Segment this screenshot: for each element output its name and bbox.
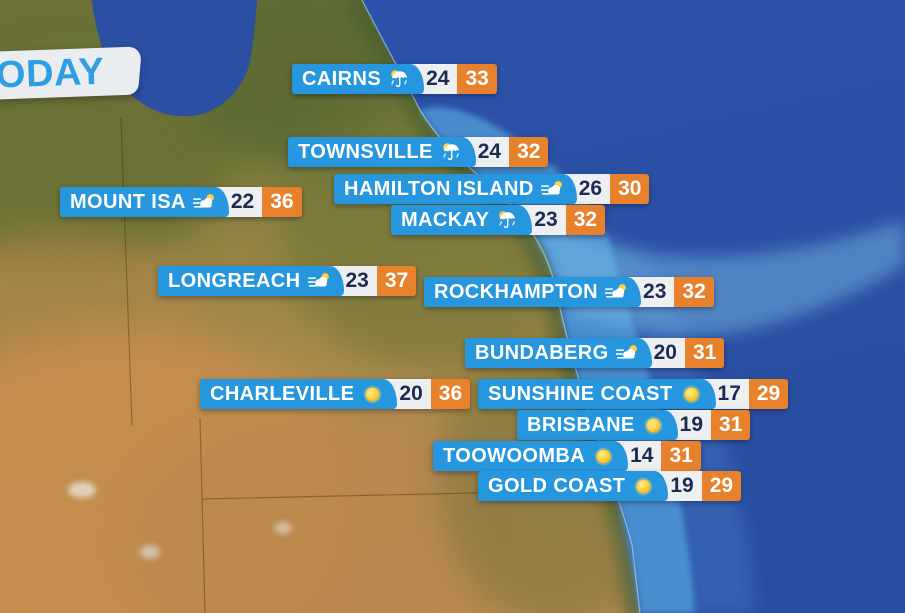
islands xyxy=(335,22,358,37)
city-name: BRISBANE xyxy=(527,413,635,436)
city-name: BUNDABERG xyxy=(475,341,609,364)
high-temperature: 32 xyxy=(565,205,606,235)
rain-icon xyxy=(496,209,519,232)
weather-label-mackay: MACKAY 23 32 xyxy=(391,205,606,235)
today-badge: TODAY xyxy=(0,46,143,102)
weather-label-charleville: CHARLEVILLE 20 36 xyxy=(200,379,471,409)
weather-label-sunshine-coast: SUNSHINE COAST 17 29 xyxy=(478,379,789,409)
city-name-section: HAMILTON ISLAND xyxy=(334,174,577,204)
high-temperature: 31 xyxy=(684,338,725,368)
high-temperature: 29 xyxy=(748,379,789,409)
windy-icon xyxy=(308,270,331,293)
city-name: CAIRNS xyxy=(302,67,382,90)
sun-icon xyxy=(632,475,655,498)
low-temperature: 24 xyxy=(411,64,458,94)
salt-lakes xyxy=(68,482,292,559)
rain-icon xyxy=(440,141,463,164)
weather-label-bundaberg: BUNDABERG 20 31 xyxy=(465,338,725,368)
sun-icon xyxy=(592,445,615,468)
city-name: MACKAY xyxy=(401,208,490,231)
high-temperature: 36 xyxy=(430,379,471,409)
high-temperature: 37 xyxy=(376,266,417,296)
city-name-section: GOLD COAST xyxy=(478,471,669,501)
city-name: GOLD COAST xyxy=(488,474,626,497)
city-name: ROCKHAMPTON xyxy=(434,280,599,303)
city-name: SUNSHINE COAST xyxy=(488,382,673,405)
weather-label-toowoomba: TOOWOOMBA 14 31 xyxy=(433,441,701,471)
today-label: TODAY xyxy=(0,50,106,97)
high-temperature: 29 xyxy=(701,471,742,501)
windy-icon xyxy=(605,281,628,304)
city-name-section: CHARLEVILLE xyxy=(200,379,398,409)
sun-icon xyxy=(642,414,665,437)
city-name-section: TOOWOOMBA xyxy=(433,441,629,471)
weather-label-cairns: CAIRNS 24 33 xyxy=(292,64,497,94)
city-name: LONGREACH xyxy=(168,269,301,292)
high-temperature: 31 xyxy=(711,410,751,440)
high-temperature: 31 xyxy=(661,441,701,471)
city-name-section: TOWNSVILLE xyxy=(288,137,476,167)
rain-icon xyxy=(388,68,411,91)
sun-icon xyxy=(361,383,384,406)
city-name: HAMILTON ISLAND xyxy=(344,177,534,200)
weather-label-brisbane: BRISBANE 19 31 xyxy=(517,410,751,440)
high-temperature: 32 xyxy=(674,277,714,307)
high-temperature: 36 xyxy=(262,187,302,217)
windy-icon xyxy=(193,191,216,214)
weather-label-rockhampton: ROCKHAMPTON 23 32 xyxy=(424,277,714,307)
city-name: TOWNSVILLE xyxy=(298,140,433,163)
city-name-section: ROCKHAMPTON xyxy=(424,277,642,307)
city-name-section: CAIRNS xyxy=(292,64,425,94)
high-temperature: 32 xyxy=(509,137,549,167)
city-name-section: MACKAY xyxy=(391,205,533,235)
weather-label-gold-coast: GOLD COAST 19 29 xyxy=(478,471,742,501)
city-name: CHARLEVILLE xyxy=(210,382,355,405)
weather-label-mount-isa: MOUNT ISA 22 36 xyxy=(60,187,302,217)
city-name: TOOWOOMBA xyxy=(443,444,586,467)
weather-label-townsville: TOWNSVILLE 24 32 xyxy=(288,137,549,167)
weather-label-hamilton-island: HAMILTON ISLAND 26 30 xyxy=(334,174,650,204)
windy-icon xyxy=(541,178,564,201)
weather-label-longreach: LONGREACH 23 37 xyxy=(158,266,417,296)
city-name-section: BRISBANE xyxy=(517,410,678,440)
high-temperature: 30 xyxy=(610,174,650,204)
sun-icon xyxy=(680,383,703,406)
city-name-section: BUNDABERG xyxy=(465,338,652,368)
city-name: MOUNT ISA xyxy=(70,190,186,213)
city-name-section: LONGREACH xyxy=(158,266,344,296)
city-name-section: MOUNT ISA xyxy=(60,187,229,217)
windy-icon xyxy=(616,342,639,365)
high-temperature: 33 xyxy=(457,64,497,94)
city-name-section: SUNSHINE COAST xyxy=(478,379,716,409)
